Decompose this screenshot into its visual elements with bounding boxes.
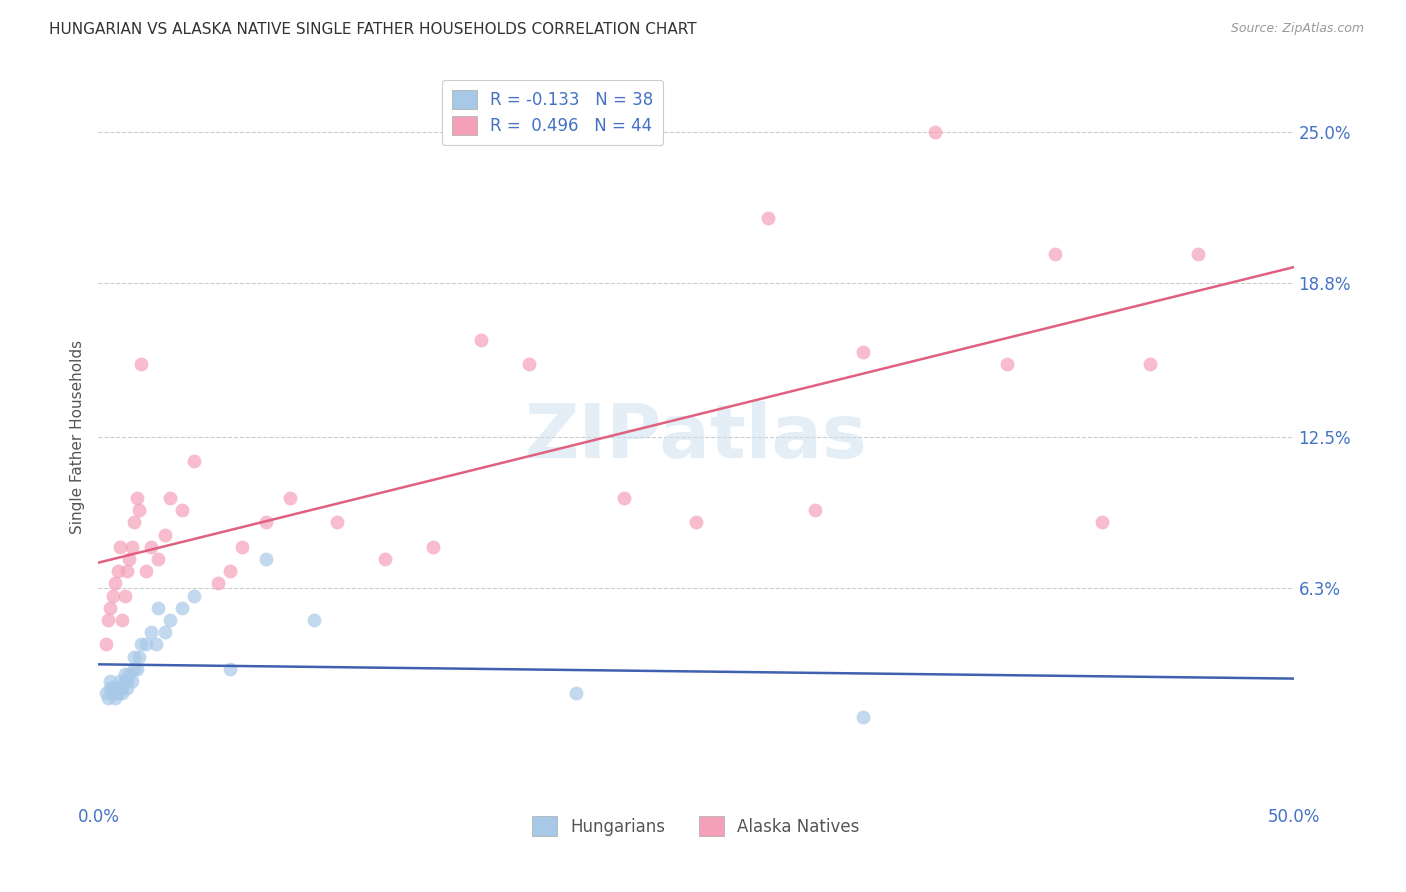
Point <box>172 600 194 615</box>
Point <box>94 637 117 651</box>
Point <box>139 625 162 640</box>
Point <box>128 649 150 664</box>
Point <box>565 686 588 700</box>
Point <box>104 690 127 705</box>
Point <box>155 625 177 640</box>
Point <box>108 673 131 688</box>
Point <box>207 576 229 591</box>
Point <box>128 503 150 517</box>
Point <box>278 491 301 505</box>
Point <box>107 564 129 578</box>
Point <box>111 613 134 627</box>
Point <box>1187 247 1209 261</box>
Point <box>254 552 277 566</box>
Point <box>148 552 170 566</box>
Point <box>374 552 396 566</box>
Point <box>139 540 162 554</box>
Point <box>326 516 349 530</box>
Point <box>104 686 127 700</box>
Point <box>108 681 131 696</box>
Point <box>101 681 124 696</box>
Point <box>115 681 138 696</box>
Point <box>125 491 148 505</box>
Point <box>94 686 117 700</box>
Text: HUNGARIAN VS ALASKA NATIVE SINGLE FATHER HOUSEHOLDS CORRELATION CHART: HUNGARIAN VS ALASKA NATIVE SINGLE FATHER… <box>49 22 697 37</box>
Point <box>685 516 707 530</box>
Point <box>131 357 153 371</box>
Point <box>219 564 242 578</box>
Point <box>115 673 138 688</box>
Point <box>183 589 205 603</box>
Point <box>107 681 129 696</box>
Point <box>121 540 143 554</box>
Point <box>114 589 136 603</box>
Point <box>125 662 148 676</box>
Point <box>804 503 827 517</box>
Point <box>145 637 167 651</box>
Point <box>98 673 122 688</box>
Point <box>995 357 1018 371</box>
Point <box>183 454 205 468</box>
Point <box>159 491 181 505</box>
Point <box>101 686 124 700</box>
Point <box>852 344 875 359</box>
Point <box>118 552 141 566</box>
Point <box>135 564 157 578</box>
Point <box>121 673 143 688</box>
Point <box>1043 247 1066 261</box>
Point <box>131 637 153 651</box>
Point <box>97 690 120 705</box>
Point <box>115 564 138 578</box>
Y-axis label: Single Father Households: Single Father Households <box>70 340 86 534</box>
Point <box>107 686 129 700</box>
Point <box>219 662 242 676</box>
Point <box>111 686 134 700</box>
Point <box>148 600 170 615</box>
Point <box>155 527 177 541</box>
Point <box>254 516 277 530</box>
Text: ZIPatlas: ZIPatlas <box>524 401 868 474</box>
Point <box>756 211 779 225</box>
Point <box>104 576 127 591</box>
Point <box>101 589 124 603</box>
Point <box>613 491 636 505</box>
Point <box>924 125 946 139</box>
Point <box>118 666 141 681</box>
Point <box>135 637 157 651</box>
Point <box>114 673 136 688</box>
Point <box>98 681 122 696</box>
Text: Source: ZipAtlas.com: Source: ZipAtlas.com <box>1230 22 1364 36</box>
Point <box>852 710 875 724</box>
Point <box>231 540 253 554</box>
Point <box>114 666 136 681</box>
Point <box>172 503 194 517</box>
Point <box>422 540 444 554</box>
Point <box>302 613 325 627</box>
Point <box>124 662 146 676</box>
Point <box>470 333 492 347</box>
Point <box>98 600 122 615</box>
Point <box>97 613 120 627</box>
Point <box>517 357 540 371</box>
Legend: Hungarians, Alaska Natives: Hungarians, Alaska Natives <box>522 806 870 846</box>
Point <box>108 540 131 554</box>
Point <box>1139 357 1161 371</box>
Point <box>1091 516 1114 530</box>
Point <box>124 649 146 664</box>
Point <box>124 516 146 530</box>
Point <box>159 613 181 627</box>
Point <box>111 681 134 696</box>
